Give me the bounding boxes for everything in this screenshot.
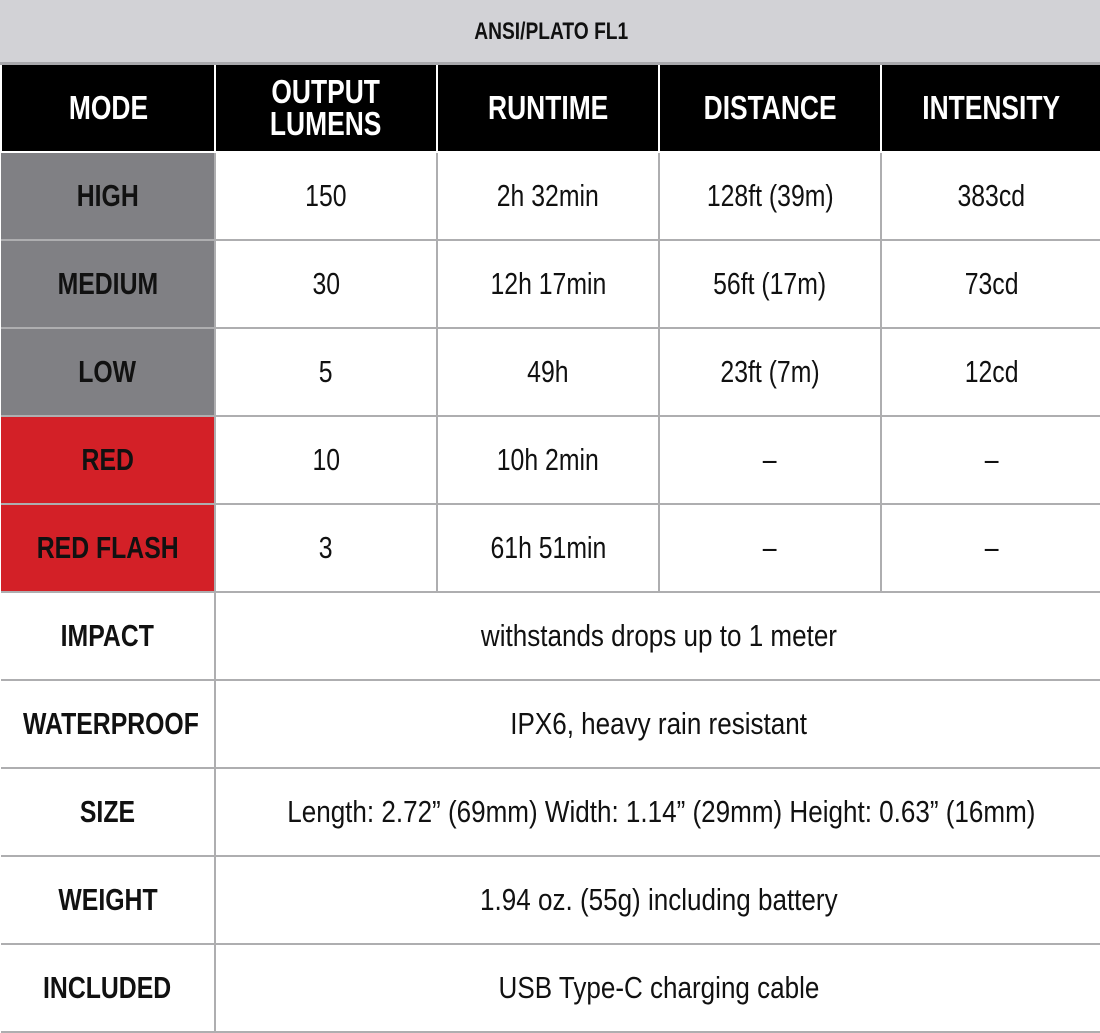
mode-label: LOW <box>1 327 216 417</box>
intensity-cell: 12cd <box>879 327 1100 417</box>
runtime-cell: 10h 2min <box>436 415 660 505</box>
column-header-mode-text: MODE <box>68 89 148 126</box>
spec-row: INCLUDED USB Type-C charging cable <box>1 943 1100 1033</box>
spec-label-text: WEIGHT <box>57 882 158 917</box>
distance-cell: – <box>658 503 882 593</box>
lumens-cell: 3 <box>214 503 438 593</box>
spec-label: WEIGHT <box>1 855 216 945</box>
spec-value-text: Length: 2.72” (69mm) Width: 1.14” (29mm)… <box>287 794 1036 829</box>
spec-label: IMPACT <box>1 591 216 681</box>
mode-label-text: LOW <box>78 354 137 389</box>
runtime-cell-text: 61h 51min <box>490 530 606 565</box>
column-header-distance: DISTANCE <box>658 63 882 153</box>
column-header-output-lumens: OUTPUT LUMENS <box>214 63 438 153</box>
column-header-intensity: INTENSITY <box>879 63 1100 153</box>
mode-label-text: RED <box>81 442 134 477</box>
runtime-cell: 49h <box>436 327 660 417</box>
spec-row: SIZE Length: 2.72” (69mm) Width: 1.14” (2… <box>1 767 1100 857</box>
mode-label: HIGH <box>1 151 216 241</box>
distance-cell-text: – <box>763 530 777 565</box>
lumens-cell-text: 5 <box>319 354 333 389</box>
runtime-cell: 12h 17min <box>436 239 660 329</box>
mode-label-text: HIGH <box>76 178 139 213</box>
header-row: MODE OUTPUT LUMENS RUNTIME DISTANCE INTENSITY <box>0 63 1100 153</box>
spec-value-text: USB Type-C charging cable <box>498 970 819 1005</box>
spec-value-text: IPX6, heavy rain resistant <box>510 706 807 741</box>
runtime-cell-text: 10h 2min <box>496 442 600 477</box>
column-header-runtime-text: RUNTIME <box>487 89 609 126</box>
distance-cell-text: 128ft (39m) <box>706 178 834 213</box>
column-header-runtime: RUNTIME <box>436 63 660 153</box>
distance-cell-text: 56ft (17m) <box>713 266 827 301</box>
runtime-cell: 61h 51min <box>436 503 660 593</box>
spec-value: 1.94 oz. (55g) including battery <box>213 855 1100 945</box>
distance-cell: 23ft (7m) <box>658 327 882 417</box>
intensity-cell: – <box>879 503 1100 593</box>
intensity-cell: 383cd <box>879 151 1100 241</box>
intensity-cell-text: 73cd <box>964 266 1019 301</box>
distance-cell: – <box>658 415 882 505</box>
table-title-text: ANSI/PLATO FL1 <box>474 18 629 45</box>
spec-label-text: SIZE <box>79 794 136 829</box>
intensity-cell: – <box>879 415 1100 505</box>
spec-value-text: withstands drops up to 1 meter <box>480 618 837 653</box>
column-header-distance-text: DISTANCE <box>703 89 837 126</box>
spec-value: USB Type-C charging cable <box>213 943 1100 1033</box>
spec-label: SIZE <box>1 767 216 857</box>
runtime-cell-text: 12h 17min <box>490 266 606 301</box>
intensity-cell-text: 12cd <box>964 354 1019 389</box>
runtime-cell-text: 2h 32min <box>496 178 600 213</box>
intensity-cell: 73cd <box>879 239 1100 329</box>
lumens-cell: 30 <box>214 239 438 329</box>
lumens-cell: 10 <box>214 415 438 505</box>
lumens-cell: 5 <box>214 327 438 417</box>
spec-row: IMPACT withstands drops up to 1 meter <box>1 591 1100 681</box>
mode-row: RED 10 10h 2min – – <box>1 415 1100 505</box>
runtime-cell: 2h 32min <box>436 151 660 241</box>
spec-value: Length: 2.72” (69mm) Width: 1.14” (29mm)… <box>213 767 1100 857</box>
mode-row: LOW 5 49h 23ft (7m) 12cd <box>1 327 1100 417</box>
spec-label: WATERPROOF <box>1 679 216 769</box>
lumens-cell-text: 3 <box>319 530 333 565</box>
distance-cell-text: 23ft (7m) <box>720 354 820 389</box>
mode-label: MEDIUM <box>1 239 216 329</box>
distance-cell-text: – <box>763 442 777 477</box>
title-row: ANSI/PLATO FL1 <box>0 0 1100 65</box>
lumens-cell: 150 <box>214 151 438 241</box>
spec-value: withstands drops up to 1 meter <box>213 591 1100 681</box>
distance-cell: 128ft (39m) <box>658 151 882 241</box>
spec-label-text: INCLUDED <box>43 970 172 1005</box>
intensity-cell-text: – <box>984 442 999 477</box>
mode-label-text: RED FLASH <box>36 530 179 565</box>
intensity-cell-text: 383cd <box>957 178 1026 213</box>
spec-label-text: WATERPROOF <box>22 706 199 741</box>
column-header-intensity-text: INTENSITY <box>922 89 1061 126</box>
mode-row: RED FLASH 3 61h 51min – – <box>1 503 1100 593</box>
mode-row: MEDIUM 30 12h 17min 56ft (17m) 73cd <box>1 239 1100 329</box>
lumens-cell-text: 150 <box>305 178 347 213</box>
column-header-output-lumens-text: OUTPUT LUMENS <box>270 73 382 142</box>
column-header-mode: MODE <box>0 63 216 153</box>
mode-label-text: MEDIUM <box>57 266 158 301</box>
lumens-cell-text: 10 <box>312 442 340 477</box>
runtime-cell-text: 49h <box>527 354 569 389</box>
spec-label: INCLUDED <box>1 943 216 1033</box>
mode-label: RED <box>1 415 216 505</box>
spec-row: WEIGHT 1.94 oz. (55g) including battery <box>1 855 1100 945</box>
spec-row: WATERPROOF IPX6, heavy rain resistant <box>1 679 1100 769</box>
table-title: ANSI/PLATO FL1 <box>0 0 1100 65</box>
spec-value: IPX6, heavy rain resistant <box>213 679 1100 769</box>
mode-label: RED FLASH <box>1 503 216 593</box>
intensity-cell-text: – <box>984 530 999 565</box>
spec-value-text: 1.94 oz. (55g) including battery <box>479 882 838 917</box>
mode-row: HIGH 150 2h 32min 128ft (39m) 383cd <box>1 151 1100 241</box>
spec-label-text: IMPACT <box>60 618 155 653</box>
lumens-cell-text: 30 <box>312 266 340 301</box>
distance-cell: 56ft (17m) <box>658 239 882 329</box>
